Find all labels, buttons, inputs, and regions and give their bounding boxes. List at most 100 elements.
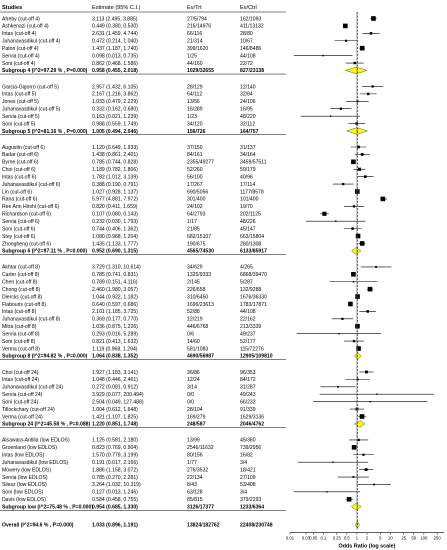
row-ev-ctrl: 32/112 <box>240 121 255 127</box>
row-ev-ctrl: 18/421 <box>240 467 256 473</box>
row-ev-ctrl: 34/164 <box>240 152 256 158</box>
row-ev-ctrl: 24/106 <box>240 99 256 105</box>
row-ev-ctrl: 22/162 <box>240 317 256 323</box>
row-label: Verma (cut-off 24) <box>2 414 43 420</box>
row-estimate-ci: 2.460 (1.980, 3.057) <box>92 287 138 293</box>
row-ev-ctrl: 115/72276 <box>240 346 264 352</box>
row-label: Paton (cut-off 4) <box>2 46 39 52</box>
effect-square <box>351 159 356 165</box>
row-label: Ashkenazi (cut-off 4) <box>2 24 49 30</box>
row-ev-trt: 3126/17377 <box>187 505 214 511</box>
row-label: Intas (cut-off 4) <box>2 31 36 37</box>
row-ev-trt: 13/99 <box>187 438 200 444</box>
row-ev-ctrl: 6133/85917 <box>240 249 267 255</box>
effect-square <box>355 323 360 329</box>
row-ev-ctrl: 17/114 <box>240 182 255 188</box>
row-ev-trt: 85/815 <box>187 497 203 503</box>
study-row: Juhanavasdikul (cut-off 4) 0.472 (0.214, … <box>2 39 358 45</box>
row-ev-ctrl: 164/757 <box>240 129 259 135</box>
row-estimate-ci: 1.044 (0.922, 1.182) <box>92 294 138 300</box>
row-label: Servia (cut-off 6) <box>2 219 40 225</box>
row-ev-trt: 63/128 <box>187 490 203 496</box>
row-estimate-ci: 0.127 (0.013, 1.246) <box>92 490 138 496</box>
overall-row: Overall (I^2=94.6 % , P=0.000) 1.033 (0.8… <box>2 520 360 529</box>
row-estimate-ci: 0.332 (0.162, 0.680) <box>92 107 138 113</box>
row-estimate-ci: 0.449 (0.380, 0.530) <box>92 24 138 30</box>
row-label: Soni (low EDLOS) <box>2 490 44 496</box>
row-ev-trt: 0/6 <box>187 331 194 337</box>
row-ev-ctrl: 12/140 <box>240 84 256 90</box>
row-estimate-ci: 0.191 (0.017, 2.166) <box>92 460 138 466</box>
x-tick-label: 10 <box>388 536 393 541</box>
effect-square <box>329 115 332 117</box>
row-estimate-ci: 1.036 (0.875, 1.226) <box>92 324 138 330</box>
row-ev-ctrl: 96/353 <box>240 370 256 376</box>
effect-square <box>322 211 327 216</box>
study-row: Lin (cut-off 6) 1.027 (0.928, 1.137) 690/5… <box>2 189 360 195</box>
effect-square <box>344 39 348 42</box>
effect-square <box>371 85 374 88</box>
row-label: Overall (I^2=94.6 % , P=0.000) <box>2 523 74 529</box>
effect-square <box>357 145 360 149</box>
row-label: Juhanavasdikul (cut-off 6) <box>2 182 61 188</box>
study-row: Augustin (cut-off 6) 1.120 (0.649, 1.933)… <box>2 145 367 151</box>
row-label: Servia (cut-off 5) <box>2 114 40 120</box>
row-label: Jones (cut-off 5) <box>2 99 39 105</box>
row-label: Chong (cut-off 8) <box>2 287 40 293</box>
row-ev-ctrl: 16/95 <box>240 107 253 113</box>
x-tick-label: 0.05 <box>309 536 318 541</box>
row-label: Flabouris (cut-off 8) <box>2 302 46 308</box>
row-ev-ctrl: 45/147 <box>240 226 256 232</box>
row-estimate-ci: 1.421 (1.107, 1.825) <box>92 414 138 420</box>
row-label: Davis (low EDLOS) <box>2 497 46 503</box>
x-tick-label: 250 <box>434 536 442 541</box>
row-estimate-ci: 0.163 (0.021, 1.239) <box>92 114 138 120</box>
effect-square <box>326 491 328 493</box>
row-ev-trt: 1/25 <box>187 53 197 59</box>
study-row: Intas (cut-off 5) 2.167 (1.216, 3.862) 64/… <box>2 92 377 98</box>
row-label: Juhanavasdikul (cut-off 5) <box>2 107 61 113</box>
subgroup-diamond <box>351 247 362 255</box>
x-tick-label: 100 <box>420 536 428 541</box>
row-estimate-ci: 1.027 (0.928, 1.137) <box>92 189 138 195</box>
row-estimate-ci: 1.033 (0.479, 2.229) <box>92 99 138 105</box>
row-ev-trt: 16/289 <box>187 107 203 113</box>
effect-square <box>376 393 378 395</box>
row-estimate-ci: 0.293 (0.016, 5.289) <box>92 331 138 337</box>
row-ev-ctrl: 91/339 <box>240 407 256 413</box>
row-estimate-ci: 2.631 (1.459, 4.744) <box>92 31 138 37</box>
study-rows: Afreby (cut-off 4) 3.113 (2.495, 3.885) 27… <box>0 16 434 529</box>
effect-square <box>337 385 339 388</box>
row-label: Juhanavasdikul (low EDLOS) <box>2 460 69 466</box>
header-studies: Studies <box>2 5 22 11</box>
row-ev-trt: 21/85 <box>187 226 200 232</box>
row-ev-ctrl: 101/400 <box>240 197 259 203</box>
study-row: Juhanavasdikul (cut-off 24) 0.272 (0.081,… <box>2 385 356 391</box>
row-label: Servia (low EDLOS) <box>2 475 48 481</box>
row-estimate-ci: 2.167 (1.216, 3.862) <box>92 92 138 98</box>
study-row: Servia (cut-off 6) 0.232 (0.030, 1.793) 1/… <box>2 219 366 225</box>
study-row: Tillockchary (cut-off 24) 1.004 (0.612, 1… <box>2 407 365 413</box>
x-tick-label: 0.1 <box>321 536 327 541</box>
effect-square <box>351 227 354 230</box>
row-ev-trt: 301/400 <box>187 197 206 203</box>
study-row: Intas (low EDLOS) 1.570 (0.779, 3.199) 80/… <box>2 453 374 459</box>
row-label: Silesz (low EDLOS) <box>2 482 47 488</box>
header-ev-ctrl: Ev/Ctrl <box>240 5 257 11</box>
row-ev-trt: 1/77 <box>187 460 197 466</box>
row-ev-trt: 56/100 <box>187 174 203 180</box>
subgroup-block: Afreby (cut-off 4) 3.113 (2.495, 3.885) 27… <box>0 16 380 75</box>
row-estimate-ci: 0.820 (0.411, 1.659) <box>92 204 138 210</box>
row-ev-ctrl: 49/243 <box>240 392 256 398</box>
row-ev-ctrl: 827/23138 <box>240 68 264 74</box>
row-ev-trt: 0/0 <box>187 399 194 405</box>
row-ev-ctrl: 663/15804 <box>240 234 264 240</box>
row-ev-ctrl: 48/220 <box>240 114 256 120</box>
row-estimate-ci: 1.927 (1.183, 3.141) <box>92 370 138 376</box>
row-label: Zhongheng (cut-off 6) <box>2 241 51 247</box>
effect-square <box>364 468 368 472</box>
row-ev-ctrl: 1233/6364 <box>240 505 264 511</box>
row-ev-trt: 1/23 <box>187 114 197 120</box>
row-label: Soni (cut-off 24) <box>2 399 38 405</box>
study-row: Soni (cut-off 6) 0.744 (0.406, 1.362) 21/8… <box>2 226 362 232</box>
